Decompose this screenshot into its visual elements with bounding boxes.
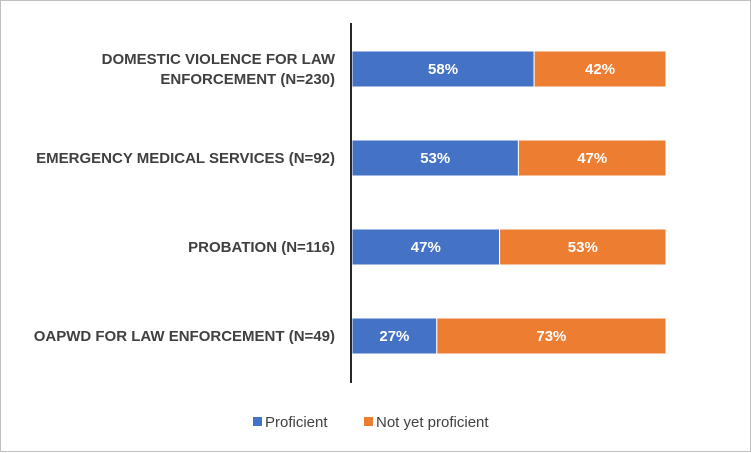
category-label: DOMESTIC VIOLENCE FOR LAW (102, 51, 336, 68)
category-label: EMERGENCY MEDICAL SERVICES (N=92) (36, 150, 335, 167)
bar-not-yet-proficient (499, 228, 667, 266)
bar-proficient (351, 139, 519, 177)
legend-label: Proficient (265, 414, 328, 431)
data-label: 47% (411, 239, 441, 256)
bar-proficient (351, 228, 501, 266)
category-label: OAPWD FOR LAW ENFORCEMENT (N=49) (34, 328, 335, 345)
legend-swatch (364, 417, 373, 426)
data-label: 73% (536, 328, 566, 345)
category-label: PROBATION (N=116) (188, 239, 335, 256)
bar-not-yet-proficient (436, 317, 667, 355)
bar-not-yet-proficient (533, 50, 667, 88)
data-label: 42% (585, 61, 615, 78)
bar-proficient (351, 50, 535, 88)
data-label: 53% (420, 150, 450, 167)
category-label: ENFORCEMENT (N=230) (160, 71, 335, 88)
data-label: 58% (428, 61, 458, 78)
data-label: 47% (577, 150, 607, 167)
data-label: 27% (379, 328, 409, 345)
data-label: 53% (568, 239, 598, 256)
legend-label: Not yet proficient (376, 414, 489, 431)
legend-swatch (253, 417, 262, 426)
bar-proficient (351, 317, 438, 355)
bar-not-yet-proficient (517, 139, 667, 177)
